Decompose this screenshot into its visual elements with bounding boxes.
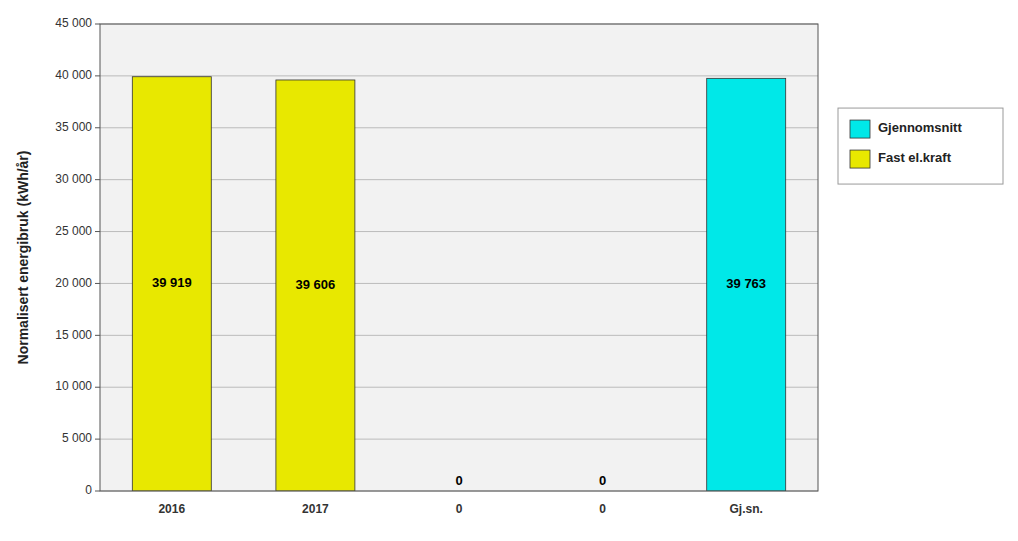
- plot-frame: [100, 24, 818, 491]
- y-tick-label: 0: [85, 483, 92, 497]
- y-tick-label: 40 000: [55, 68, 92, 82]
- x-tick-label: 0: [599, 502, 606, 516]
- plot-area: [100, 24, 818, 491]
- data-label: 39 606: [296, 277, 336, 292]
- y-tick-label: 30 000: [55, 172, 92, 186]
- x-tick-label: 2017: [302, 502, 329, 516]
- data-label: 0: [599, 473, 606, 488]
- y-tick: [95, 387, 100, 388]
- y-tick: [95, 231, 100, 232]
- y-tick: [95, 127, 100, 128]
- y-tick-label: 10 000: [55, 379, 92, 393]
- grid-line: [100, 75, 818, 76]
- y-axis: 0 5 000 10 000 15 000 20 000 25 000 30 000 35 0…: [55, 16, 818, 497]
- y-tick: [95, 75, 100, 76]
- data-label: 39 763: [726, 276, 766, 291]
- y-tick: [95, 491, 100, 492]
- legend: Gjennomsnitt Fast el.kraft: [838, 108, 1003, 184]
- y-tick-label: 5 000: [62, 431, 92, 445]
- data-label: 0: [455, 473, 462, 488]
- data-labels: 39 763 39 919 39 606 0 0: [152, 275, 766, 488]
- y-tick: [95, 179, 100, 180]
- y-tick-label: 35 000: [55, 120, 92, 134]
- legend-box: [838, 108, 1003, 184]
- data-label: 39 919: [152, 275, 192, 290]
- bar: [132, 77, 211, 491]
- legend-entry: Fast el.kraft: [878, 150, 952, 165]
- y-tick-label: 20 000: [55, 276, 92, 290]
- legend-entry: Gjennomsnitt: [878, 120, 962, 135]
- x-tick-label: 0: [456, 502, 463, 516]
- y-tick: [95, 439, 100, 440]
- x-tick-label: 2016: [158, 502, 185, 516]
- chart: 0 5 000 10 000 15 000 20 000 25 000 30 000 35 0…: [0, 0, 1018, 541]
- bar: [276, 80, 355, 491]
- y-tick: [95, 283, 100, 284]
- bars: [132, 77, 785, 491]
- y-axis-label: Normalisert energibruk (kWh/år): [15, 151, 31, 365]
- x-axis: 2016 2017 0 0 Gj.sn.: [158, 502, 762, 516]
- x-tick-label: Gj.sn.: [730, 502, 763, 516]
- legend-swatch: [850, 150, 870, 168]
- y-tick-label: 25 000: [55, 224, 92, 238]
- y-tick: [95, 24, 100, 25]
- y-tick: [95, 335, 100, 336]
- y-tick-label: 45 000: [55, 16, 92, 30]
- bar: [707, 78, 786, 491]
- y-tick-label: 15 000: [55, 328, 92, 342]
- legend-swatch: [850, 120, 870, 138]
